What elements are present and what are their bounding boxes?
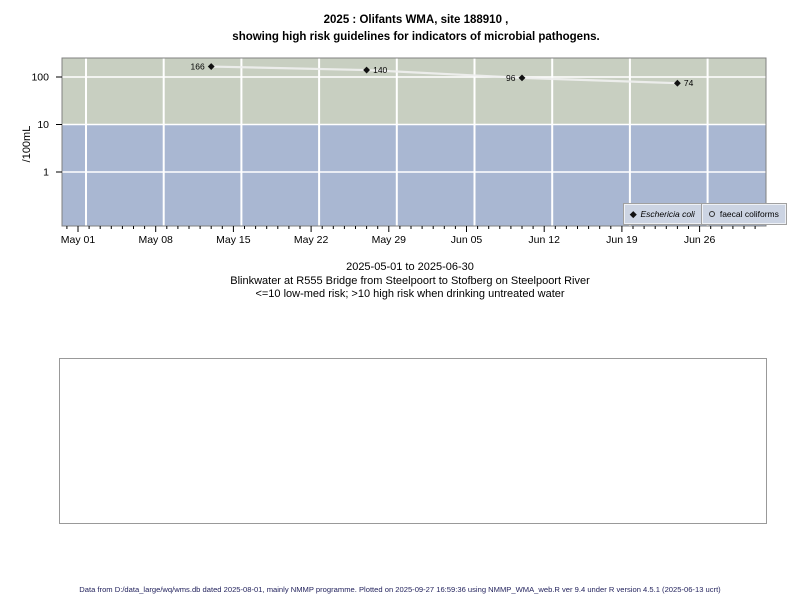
legend-item-faecal-coliforms: faecal coliforms xyxy=(701,204,786,224)
data-point-marker xyxy=(674,79,681,87)
microbial-pathogens-plot: 166 140 96 74 May 01 May 08 May 15 May 22 May 29… xyxy=(31,57,767,246)
x-axis-tick-label: May 15 xyxy=(216,234,251,246)
series-connect-line xyxy=(211,65,678,85)
y-axis-label: /100mL xyxy=(21,125,33,163)
x-axis-tick-label: May 29 xyxy=(372,234,407,246)
caption-site-description: Blinkwater at R555 Bridge from Steelpoor… xyxy=(230,274,590,287)
x-axis-tick-label: Jun 19 xyxy=(606,234,638,246)
x-axis-tick-label: May 08 xyxy=(138,234,173,246)
data-point-label: 96 xyxy=(506,73,516,83)
x-axis-tick-label: May 22 xyxy=(294,234,329,246)
filled-diamond-icon xyxy=(630,210,637,218)
data-point-marker xyxy=(518,74,526,82)
plot-border xyxy=(61,57,767,227)
x-axis-tick-label: May 01 xyxy=(61,234,96,246)
chart-title-line2: showing high risk guidelines for indicat… xyxy=(232,31,600,43)
x-axis-tick-label: Jun 12 xyxy=(528,234,560,246)
caption-date-range: 2025-05-01 to 2025-06-30 xyxy=(346,261,474,273)
open-circle-icon xyxy=(708,211,715,217)
legend-label-ecoli: Eschericia coli xyxy=(640,209,695,219)
y-axis-tick-label: 1 xyxy=(43,167,49,179)
data-point-marker xyxy=(207,63,215,70)
x-axis-tick-label: Jun 05 xyxy=(451,234,483,246)
plot-legend: Eschericia coli faecal coliforms xyxy=(624,204,786,224)
empty-panel xyxy=(59,358,767,524)
y-axis-tick-label: 10 xyxy=(37,119,49,131)
data-point-label: 74 xyxy=(684,78,694,88)
plot-captions: 2025-05-01 to 2025-06-30 Blinkwater at R… xyxy=(20,261,800,302)
footer-provenance-text: Data from D:/data_large/wq/wms.db dated … xyxy=(79,585,721,594)
legend-item-ecoli: Eschericia coli xyxy=(624,204,702,224)
x-axis-tick-label: Jun 26 xyxy=(684,234,716,246)
data-point-marker xyxy=(363,66,370,74)
y-axis-tick-label: 100 xyxy=(31,72,49,84)
legend-label-faecal-coliforms: faecal coliforms xyxy=(719,209,779,219)
data-point-label: 140 xyxy=(373,65,387,75)
chart-title: 2025 : Olifants WMA, site 188910 , showi… xyxy=(32,12,800,46)
risk-band xyxy=(62,58,766,125)
caption-risk-guideline: <=10 low-med risk; >10 high risk when dr… xyxy=(255,288,565,300)
chart-title-line1: 2025 : Olifants WMA, site 188910 , xyxy=(323,14,509,26)
data-point-label: 166 xyxy=(191,62,205,72)
